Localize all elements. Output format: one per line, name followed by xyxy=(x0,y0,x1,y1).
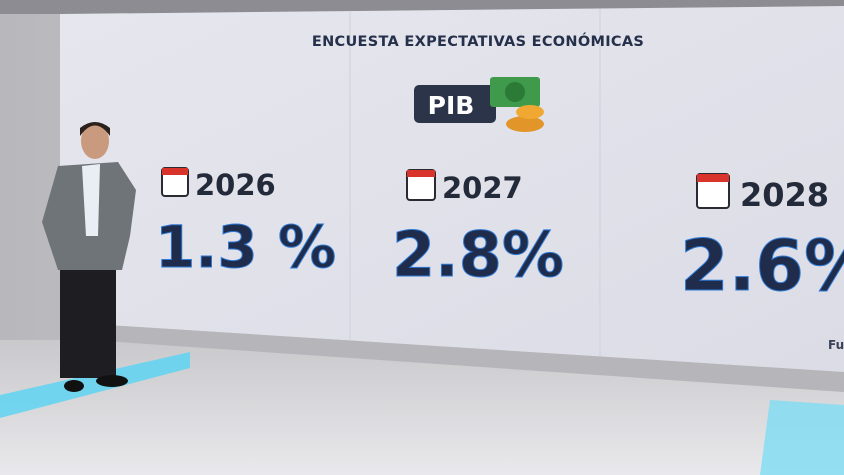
source-label: Fu xyxy=(828,338,844,352)
forecast-value: 1.3 % xyxy=(155,213,336,281)
presenter xyxy=(42,122,136,392)
shoe xyxy=(96,375,128,387)
coin-icon xyxy=(516,105,544,119)
badge-label: PIB xyxy=(428,91,475,120)
graphic-title: ENCUESTA EXPECTATIVAS ECONÓMICAS xyxy=(312,32,644,50)
badge xyxy=(414,85,496,123)
year-label: 2028 xyxy=(740,176,829,214)
calendar-icon xyxy=(407,170,435,177)
calendar-icon xyxy=(162,168,188,175)
face xyxy=(81,123,109,159)
coin-icon xyxy=(506,116,544,132)
shirt xyxy=(82,164,100,236)
shoe xyxy=(64,380,84,392)
forecast-value: 2.8% xyxy=(392,218,564,291)
floor-light xyxy=(0,352,190,418)
calendar-icon xyxy=(697,174,729,182)
forecast-value: 2.6% xyxy=(680,225,844,307)
trousers xyxy=(60,258,116,378)
screen-base xyxy=(60,322,844,392)
floor-light xyxy=(760,400,844,475)
video-wall xyxy=(60,6,844,372)
year-label: 2026 xyxy=(195,168,276,202)
hair xyxy=(80,122,110,136)
year-label: 2027 xyxy=(442,171,523,205)
money-icon xyxy=(505,82,525,102)
